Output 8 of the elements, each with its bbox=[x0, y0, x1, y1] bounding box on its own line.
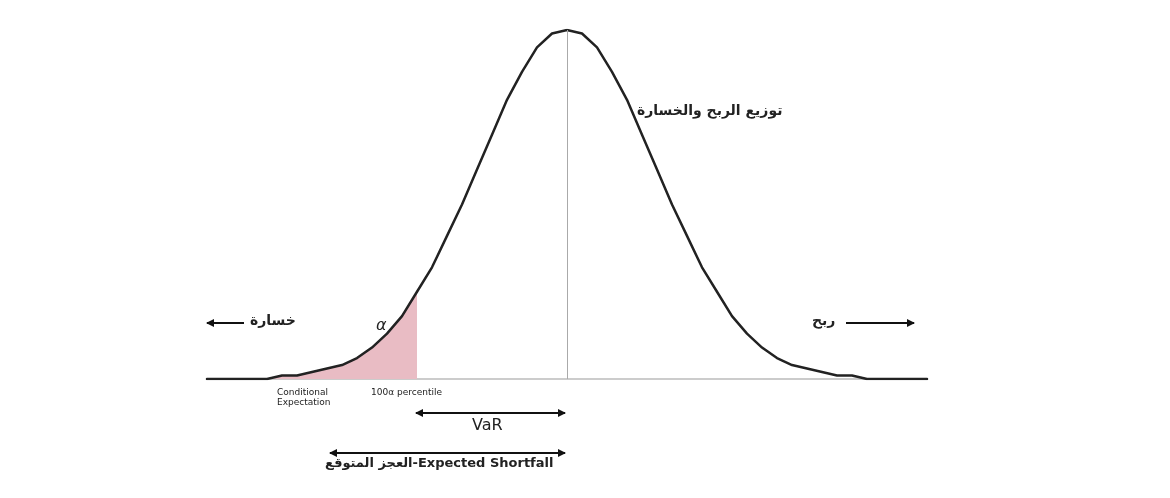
annotation: α bbox=[376, 315, 387, 335]
annotation: ربح bbox=[812, 312, 836, 329]
text: 100α percentile bbox=[371, 387, 442, 398]
text: VaR bbox=[472, 415, 503, 435]
annotation: خسارة bbox=[250, 312, 296, 329]
text: العجز المتوقع-Expected Shortfall bbox=[325, 455, 554, 471]
annotation: توزيع الربح والخسارة bbox=[637, 102, 783, 119]
text: Conditional Expectation bbox=[277, 387, 332, 408]
